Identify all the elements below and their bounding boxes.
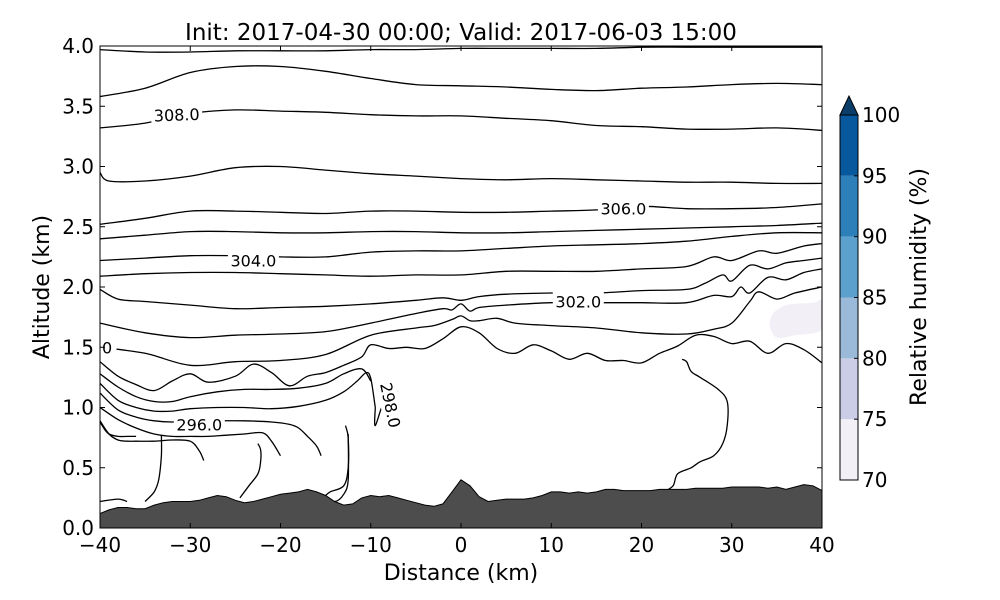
contour-label: .0 <box>97 337 117 358</box>
contour-line <box>100 392 322 456</box>
contour-line <box>100 368 372 403</box>
terrain-fill <box>100 479 822 528</box>
contour-label-bg <box>375 378 406 433</box>
terrain <box>100 479 822 528</box>
rh-patch <box>769 299 822 339</box>
contour-label-text: .0 <box>97 338 112 357</box>
colorbar-segment <box>840 115 858 176</box>
y-tick-label: 3.0 <box>62 155 94 179</box>
colorbar-segment <box>840 419 858 480</box>
contour-label-bg <box>552 291 604 312</box>
x-tick-label: 0 <box>455 533 468 557</box>
y-tick-label: 4.0 <box>62 34 94 58</box>
colorbar-tick-label: 95 <box>862 164 887 188</box>
y-tick-label: 1.5 <box>62 335 94 359</box>
contour-line <box>663 358 729 493</box>
y-tick-label: 3.5 <box>62 94 94 118</box>
contour-label: 302.0 <box>552 291 604 312</box>
contour-label-text: 308.0 <box>153 105 199 126</box>
colorbar-tick-label: 70 <box>862 468 887 492</box>
x-axis-label: Distance (km) <box>384 561 539 586</box>
x-tick-label: −10 <box>350 533 392 557</box>
contour-line <box>100 421 137 438</box>
contour-label-bg <box>227 250 279 271</box>
contour-line <box>100 65 822 98</box>
contour-line <box>100 203 822 225</box>
contour-line <box>100 406 282 457</box>
y-tick-label: 2.0 <box>62 275 94 299</box>
x-tick-label: 10 <box>539 533 564 557</box>
contour-line <box>239 443 262 499</box>
contour-line <box>100 222 822 240</box>
y-tick-label: 2.5 <box>62 215 94 239</box>
contour-line <box>100 286 822 367</box>
colorbar-tick-label: 85 <box>862 286 887 310</box>
contour-label: 308.0 <box>150 103 203 126</box>
colorbar-segment <box>840 297 858 359</box>
contour-line <box>100 498 128 503</box>
y-tick-label: 1.0 <box>62 396 94 420</box>
contour-label: 296.0 <box>173 414 225 435</box>
colorbar-segment <box>840 175 858 237</box>
contour-label-text: 296.0 <box>176 415 222 434</box>
x-tick-label: −30 <box>169 533 211 557</box>
colorbar-tick-label: 90 <box>862 225 887 249</box>
contour-line <box>144 435 163 502</box>
colorbar-tick-label: 75 <box>862 407 887 431</box>
y-tick-label: 0.5 <box>62 456 94 480</box>
contour-line <box>100 371 376 413</box>
colorbar-segment <box>840 358 858 420</box>
contour-label-text: 306.0 <box>600 200 646 219</box>
rh-fills <box>769 299 822 339</box>
x-tick-label: −40 <box>79 533 121 557</box>
colorbar-segment <box>840 236 858 298</box>
contour-line <box>100 325 822 392</box>
x-axis: −40 −30 −20 −10 0 10 20 30 40 <box>79 46 835 557</box>
x-tick-label: 30 <box>719 533 744 557</box>
y-tick-label: 0.0 <box>62 516 94 540</box>
x-tick-label: −20 <box>259 533 301 557</box>
contour-label-text: 304.0 <box>230 252 276 271</box>
contour-label: 304.0 <box>227 250 279 271</box>
contour-label-text: 302.0 <box>555 293 601 312</box>
contour-label-bg <box>173 414 225 435</box>
x-tick-label: 40 <box>809 533 834 557</box>
colorbar-label: Relative humidity (%) <box>907 168 932 406</box>
colorbar-tick-label: 100 <box>862 103 900 127</box>
contour-line <box>100 257 822 310</box>
x-tick-label: 20 <box>629 533 654 557</box>
contour-line <box>100 242 822 277</box>
contour-line <box>100 420 205 461</box>
contour-line <box>100 165 822 185</box>
contour-line <box>100 231 822 262</box>
y-axis-label: Altitude (km) <box>30 215 55 359</box>
contour-label-bg <box>100 337 117 358</box>
contour-line <box>100 268 822 339</box>
contour-label: 306.0 <box>597 198 649 219</box>
contour-label-bg <box>597 198 649 219</box>
colorbar-tick-label: 80 <box>862 346 887 370</box>
y-axis: 0.0 0.5 1.0 1.5 2.0 2.5 3.0 3.5 4.0 <box>62 34 822 540</box>
contour-line <box>100 109 822 132</box>
colorbar: 70 75 80 85 90 95 100 <box>839 94 900 492</box>
contour-label-bg <box>150 103 203 126</box>
chart-title: Init: 2017-04-30 00:00; Valid: 2017-06-0… <box>185 20 737 46</box>
